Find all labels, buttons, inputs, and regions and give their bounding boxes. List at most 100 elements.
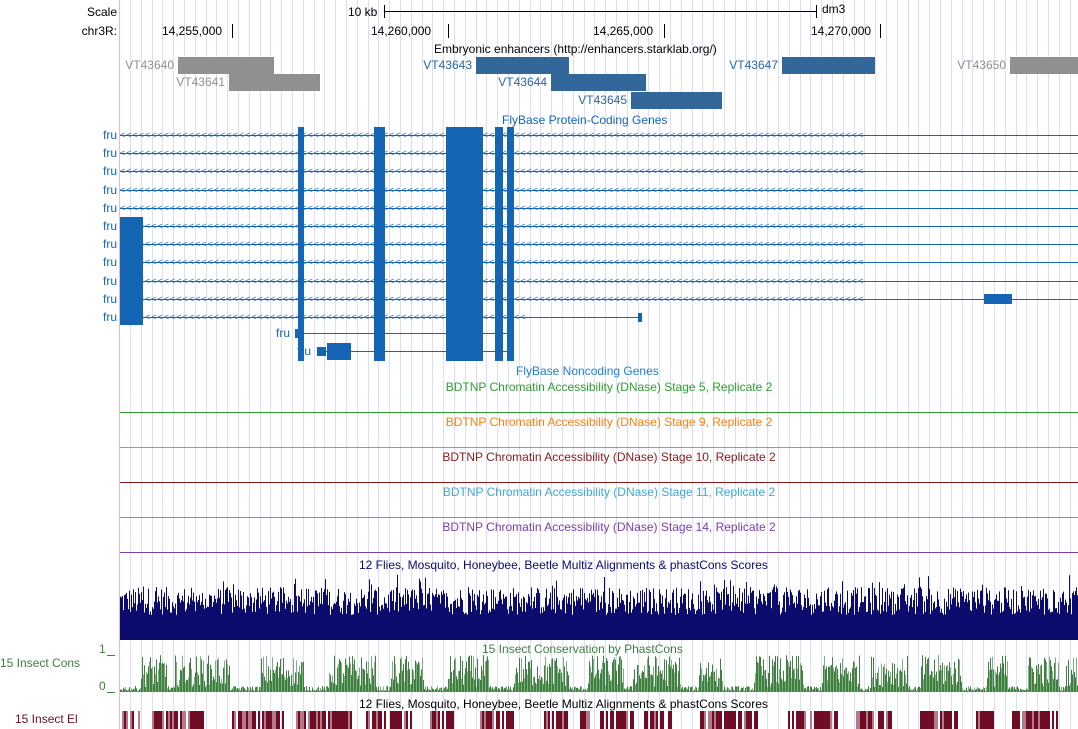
exon-column[interactable]	[446, 127, 483, 361]
gene-label[interactable]: fru	[102, 164, 117, 178]
exon-column[interactable]	[298, 127, 304, 361]
multiz-bar	[249, 605, 250, 640]
guide-line	[400, 0, 401, 729]
exon[interactable]	[984, 294, 1012, 304]
multiz-bar	[311, 596, 312, 640]
multiz-bar	[541, 607, 542, 640]
enhancer-feature[interactable]	[631, 92, 722, 109]
enhancers-track-title[interactable]: Embryonic enhancers (http://enhancers.st…	[434, 42, 717, 56]
multiz-track-title[interactable]: 12 Flies, Mosquito, Honeybee, Beetle Mul…	[359, 558, 768, 572]
multiz-bar	[1026, 610, 1027, 640]
multiz-bar	[818, 605, 819, 640]
exon[interactable]	[295, 329, 299, 338]
enhancer-feature[interactable]	[551, 74, 646, 91]
dnase-track-title[interactable]: BDTNP Chromatin Accessibility (DNase) St…	[442, 520, 776, 534]
gene-label[interactable]: fru	[102, 183, 117, 197]
gene-label[interactable]: fru	[102, 274, 117, 288]
dnase-track-title[interactable]: BDTNP Chromatin Accessibility (DNase) St…	[445, 380, 773, 394]
dnase-track-title[interactable]: BDTNP Chromatin Accessibility (DNase) St…	[445, 415, 773, 429]
multiz-bar	[761, 601, 762, 640]
exon-column[interactable]	[507, 127, 514, 361]
multiz-bar	[646, 587, 647, 640]
gene-label[interactable]: fru	[276, 326, 291, 340]
dnase-track-title[interactable]: BDTNP Chromatin Accessibility (DNase) St…	[442, 450, 776, 464]
gene-label[interactable]: fru	[102, 146, 117, 160]
conserved-element	[992, 711, 994, 729]
conserved-element	[744, 711, 746, 729]
elements-track-title[interactable]: 12 Flies, Mosquito, Honeybee, Beetle Mul…	[359, 697, 768, 711]
exon-column[interactable]	[374, 127, 385, 361]
exon[interactable]	[327, 343, 351, 360]
multiz-bar	[338, 589, 339, 640]
phastcons-track-title[interactable]: 15 Insect Conservation by PhastCons	[482, 642, 683, 656]
phastcons-bar	[1000, 663, 1001, 692]
phastcons-bar	[854, 661, 855, 692]
gene-label[interactable]: fru	[102, 201, 117, 215]
multiz-bar	[1009, 606, 1010, 640]
multiz-bar	[627, 594, 628, 640]
conserved-element	[262, 711, 264, 729]
multiz-bar	[819, 605, 820, 640]
enhancer-label[interactable]: VT43643	[423, 58, 472, 72]
phastcons-side-label[interactable]: 15 Insect Cons	[0, 656, 81, 670]
phastcons-bar	[314, 689, 315, 692]
gene-label[interactable]: fru	[102, 310, 117, 324]
conserved-element	[310, 711, 312, 729]
phastcons-bar	[358, 675, 359, 692]
phastcons-bar	[180, 669, 181, 692]
enhancer-label[interactable]: VT43645	[578, 93, 627, 107]
multiz-bar	[418, 609, 419, 640]
phastcons-bar	[1059, 686, 1060, 692]
multiz-bar	[715, 613, 716, 640]
phastcons-bar	[683, 689, 684, 692]
enhancer-feature[interactable]	[476, 57, 569, 74]
phastcons-bar	[813, 689, 814, 692]
enhancer-label[interactable]: VT43650	[957, 58, 1006, 72]
phastcons-bar	[423, 679, 424, 692]
phastcons-bar	[269, 679, 270, 692]
phastcons-bar	[462, 660, 463, 692]
dnase-track-title[interactable]: BDTNP Chromatin Accessibility (DNase) St…	[442, 485, 776, 499]
phastcons-bar	[695, 686, 696, 692]
phastcons-bar	[434, 690, 435, 692]
exon-block[interactable]	[120, 217, 143, 325]
phastcons-bar	[711, 671, 712, 692]
genes-track-title[interactable]: FlyBase Protein-Coding Genes	[502, 113, 668, 127]
phastcons-bar	[201, 659, 202, 692]
phastcons-bar	[951, 676, 952, 692]
gene-label[interactable]: fru	[102, 292, 117, 306]
noncoding-track-title[interactable]: FlyBase Noncoding Genes	[516, 364, 659, 378]
gene-label[interactable]: fru	[102, 219, 117, 233]
multiz-bar	[167, 609, 168, 640]
enhancer-feature[interactable]	[1010, 57, 1078, 74]
enhancer-label[interactable]: VT43647	[729, 58, 778, 72]
multiz-bar	[163, 596, 164, 640]
enhancer-feature[interactable]	[782, 57, 875, 74]
elements-side-label[interactable]: 15 Insect El	[15, 712, 78, 726]
multiz-bar	[388, 594, 389, 640]
strand-arrows: <<<<<<<<<<<<<<<<<<<<<<<<<<<<<<<<<<<<<<<<…	[120, 221, 865, 231]
multiz-bar	[374, 590, 375, 640]
enhancer-feature[interactable]	[229, 74, 320, 91]
gene-label[interactable]: fru	[102, 128, 117, 142]
multiz-bar	[404, 605, 405, 640]
multiz-bar	[1074, 594, 1075, 640]
conserved-element	[558, 711, 560, 729]
phastcons-bar	[973, 690, 974, 692]
multiz-bar	[165, 607, 166, 640]
conserved-element	[802, 711, 804, 729]
phastcons-bar	[136, 688, 137, 692]
exon[interactable]	[317, 347, 326, 356]
gene-label[interactable]: fru	[102, 237, 117, 251]
gene-label[interactable]: fru	[102, 255, 117, 269]
enhancer-label[interactable]: VT43640	[125, 58, 174, 72]
enhancer-feature[interactable]	[178, 57, 274, 74]
conserved-element	[174, 711, 176, 729]
multiz-bar	[269, 604, 270, 640]
enhancer-label[interactable]: VT43641	[176, 75, 225, 89]
multiz-bar	[283, 587, 284, 640]
exon-column[interactable]	[495, 127, 503, 361]
exon[interactable]	[638, 313, 642, 322]
enhancer-label[interactable]: VT43644	[498, 75, 547, 89]
